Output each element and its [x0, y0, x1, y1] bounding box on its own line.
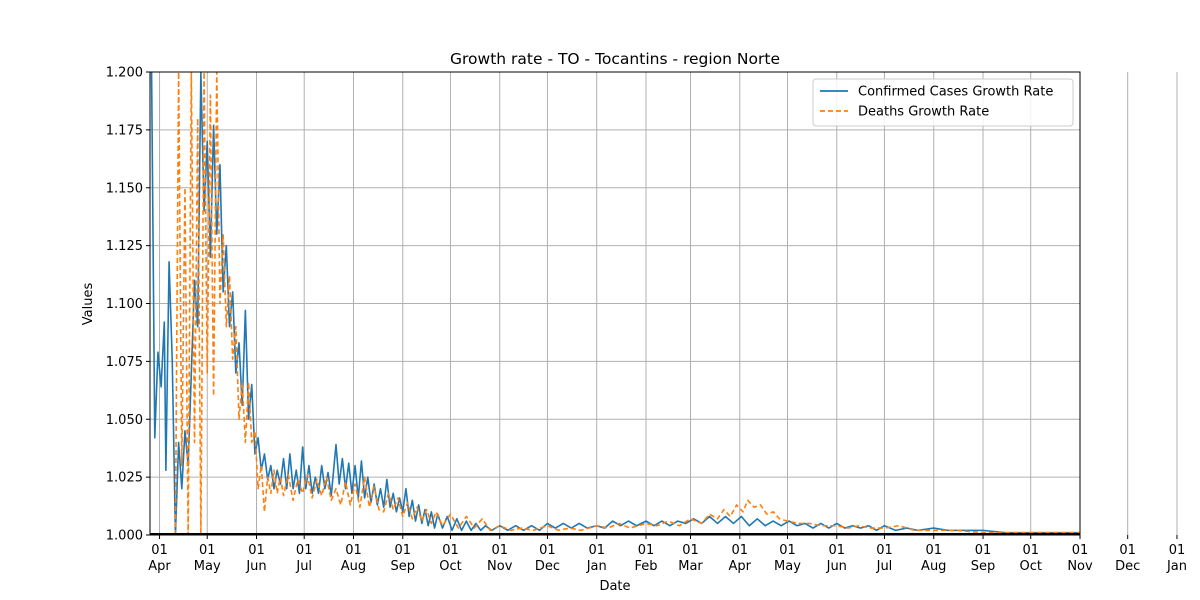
x-tick-month-label: Aug: [341, 559, 366, 574]
legend-label: Confirmed Cases Growth Rate: [858, 85, 1053, 100]
x-tick-month-label: Sep: [391, 559, 416, 574]
x-tick-day-label: 01: [491, 543, 508, 558]
y-tick-label: 1.075: [106, 355, 143, 370]
x-tick-month-label: Jun: [826, 559, 847, 574]
y-tick-label: 1.200: [106, 66, 143, 81]
confirmed-cases-line: [150, 72, 1080, 535]
x-axis: 01Apr01May01Jun01Jul01Aug01Sep01Oct01Nov…: [148, 535, 1187, 574]
x-tick-month-label: Oct: [439, 559, 461, 574]
x-tick-day-label: 01: [151, 543, 168, 558]
x-tick-day-label: 01: [1119, 543, 1136, 558]
x-tick-day-label: 01: [442, 543, 459, 558]
y-tick-label: 1.050: [106, 413, 143, 428]
x-tick-day-label: 01: [975, 543, 992, 558]
x-tick-month-label: Jun: [245, 559, 266, 574]
x-tick-day-label: 01: [539, 543, 556, 558]
x-tick-month-label: Nov: [1067, 559, 1093, 574]
x-tick-month-label: Jul: [295, 559, 312, 574]
x-tick-month-label: Dec: [1115, 559, 1140, 574]
x-tick-day-label: 01: [925, 543, 942, 558]
x-tick-day-label: 01: [1072, 543, 1089, 558]
x-tick-day-label: 01: [779, 543, 796, 558]
x-tick-day-label: 01: [732, 543, 749, 558]
x-tick-month-label: Sep: [971, 559, 996, 574]
x-tick-month-label: Aug: [921, 559, 946, 574]
x-tick-day-label: 01: [876, 543, 893, 558]
x-tick-day-label: 01: [394, 543, 411, 558]
x-tick-day-label: 01: [682, 543, 699, 558]
x-tick-month-label: Jan: [1166, 559, 1187, 574]
x-tick-month-label: Feb: [634, 559, 657, 574]
x-tick-month-label: May: [774, 559, 801, 574]
y-tick-label: 1.150: [106, 181, 143, 196]
x-tick-day-label: 01: [588, 543, 605, 558]
legend-box: [812, 78, 1074, 127]
x-tick-month-label: Nov: [487, 559, 513, 574]
legend: Confirmed Cases Growth Rate Deaths Growth…: [812, 78, 1074, 127]
x-tick-month-label: Apr: [729, 559, 752, 574]
y-axis-label: Values: [81, 283, 96, 326]
y-tick-label: 1.125: [106, 239, 143, 254]
x-tick-day-label: 01: [248, 543, 265, 558]
x-tick-day-label: 01: [638, 543, 655, 558]
x-tick-month-label: Oct: [1019, 559, 1041, 574]
x-tick-day-label: 01: [1169, 543, 1186, 558]
y-tick-label: 1.025: [106, 471, 143, 486]
x-tick-month-label: Mar: [678, 559, 703, 574]
x-tick-month-label: Apr: [148, 559, 171, 574]
x-tick-day-label: 01: [296, 543, 313, 558]
x-tick-day-label: 01: [1022, 543, 1039, 558]
x-tick-day-label: 01: [199, 543, 216, 558]
x-tick-month-label: May: [194, 559, 221, 574]
legend-label: Deaths Growth Rate: [858, 105, 989, 120]
y-tick-label: 1.100: [106, 297, 143, 312]
x-tick-month-label: Jul: [876, 559, 893, 574]
x-axis-label: Date: [599, 579, 630, 594]
chart-title: Growth rate - TO - Tocantins - region No…: [450, 50, 780, 68]
x-tick-day-label: 01: [828, 543, 845, 558]
x-tick-day-label: 01: [345, 543, 362, 558]
y-tick-label: 1.175: [106, 123, 143, 138]
x-tick-month-label: Dec: [535, 559, 560, 574]
deaths-line: [174, 72, 1080, 535]
series-layer: [150, 72, 1080, 535]
x-tick-month-label: Jan: [586, 559, 607, 574]
y-tick-label: 1.000: [106, 529, 143, 544]
y-axis: 1.000 1.025 1.050 1.075 1.100 1.125 1.150 1.175…: [106, 66, 150, 544]
grid-lines: [150, 71, 1178, 536]
